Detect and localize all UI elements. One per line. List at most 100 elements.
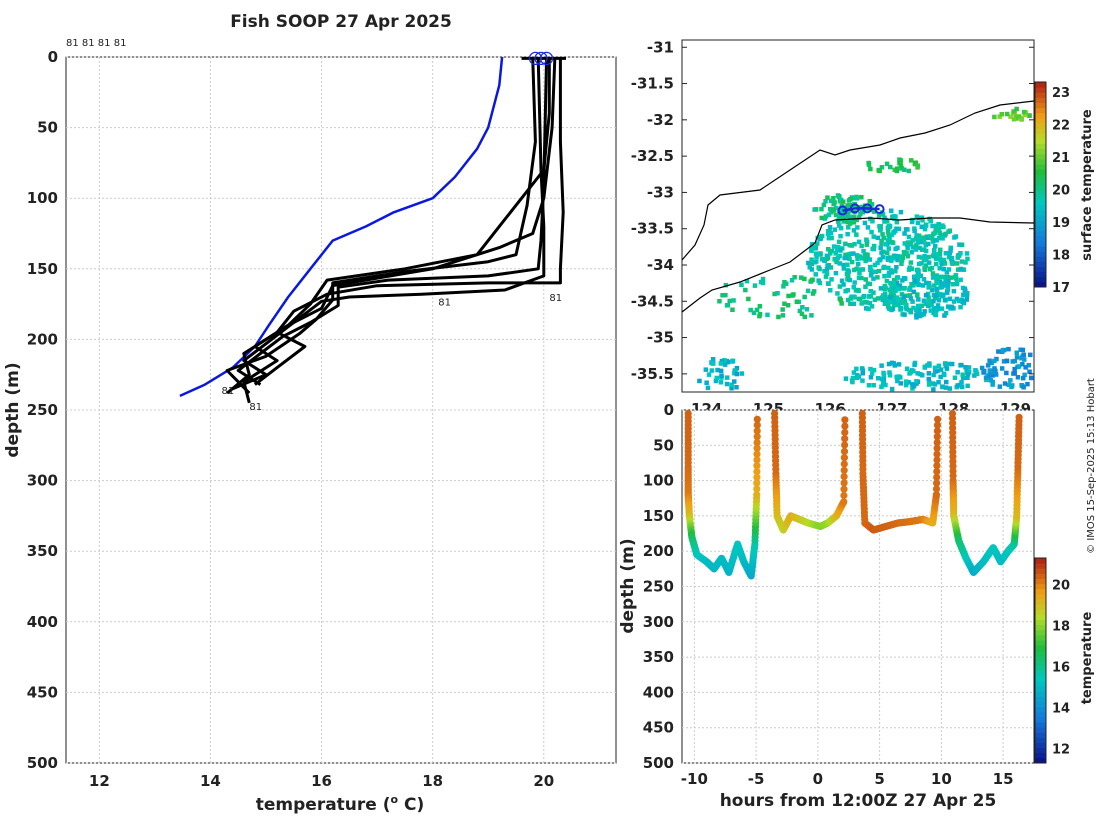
sst-pixel <box>893 246 898 252</box>
sst-pixels <box>697 106 1034 392</box>
sst-pixel <box>961 300 967 306</box>
sst-pixel <box>835 291 840 296</box>
colorbar-step <box>1035 87 1046 93</box>
sst-pixel <box>941 266 946 272</box>
sst-pixel <box>854 366 859 372</box>
section-point <box>933 433 941 441</box>
sst-pixel <box>987 368 993 373</box>
sst-pixel <box>950 282 955 287</box>
sst-pixel <box>723 282 729 288</box>
section-grid <box>682 409 1034 764</box>
sst-pixel <box>933 238 938 243</box>
profile-labels: 81 81 81 81 <box>222 293 563 413</box>
sst-pixel <box>904 302 909 308</box>
sst-pixel <box>878 257 883 262</box>
sst-pixel <box>842 255 847 261</box>
colorbar-tick-label: 14 <box>1052 702 1070 717</box>
sst-pixel <box>893 214 898 219</box>
sst-pixel <box>810 245 816 250</box>
sst-pixel <box>1022 109 1027 115</box>
sst-pixel <box>932 365 938 371</box>
sst-pixel <box>860 378 865 383</box>
sst-pixel <box>882 219 887 224</box>
sst-pixel <box>890 299 896 304</box>
y-axis-label: depth (m) <box>3 362 23 457</box>
colorbar-step <box>1035 604 1046 610</box>
colorbar-step <box>1035 757 1046 764</box>
sst-pixel <box>782 301 787 306</box>
colorbar-step <box>1035 123 1046 129</box>
section-y-tick-label: 500 <box>643 754 674 772</box>
sst-pixel <box>966 369 972 375</box>
section-point <box>934 415 942 423</box>
colorbar-step <box>1035 609 1046 615</box>
sst-pixel <box>890 292 896 298</box>
sst-pixel <box>724 358 730 364</box>
sst-pixel <box>824 271 830 277</box>
colorbar-step <box>1035 102 1046 109</box>
sst-pixel <box>743 287 748 293</box>
sst-pixel <box>840 214 845 220</box>
sst-pixel <box>813 246 818 251</box>
section-plot: -10 -5 0 5 10 1505010015020025030035040045050… <box>618 401 1095 811</box>
sst-pixel <box>859 243 864 249</box>
sst-pixel <box>879 384 884 389</box>
sst-pixel <box>810 277 815 282</box>
sst-pixel <box>911 283 916 288</box>
sst-pixel <box>920 373 925 378</box>
sst-pixel <box>845 231 850 237</box>
y-tick-label: 150 <box>27 260 58 278</box>
sst-pixel <box>909 219 915 225</box>
sst-pixel <box>965 256 970 262</box>
sst-pixel <box>938 374 943 380</box>
sst-pixel <box>934 286 939 292</box>
sst-pixel <box>1021 375 1026 381</box>
sst-pixel <box>937 251 943 256</box>
sst-pixel <box>886 265 891 271</box>
sst-pixel <box>843 241 848 247</box>
profile-label: 81 <box>249 402 262 413</box>
sst-pixel <box>965 375 970 380</box>
sst-pixel <box>954 261 960 266</box>
sst-pixel <box>812 207 817 212</box>
sst-pixel <box>723 292 728 298</box>
sst-pixel <box>921 277 927 282</box>
sst-pixel <box>890 306 896 312</box>
sst-pixel <box>974 371 980 377</box>
sst-pixel <box>904 306 909 312</box>
section-point <box>933 438 941 447</box>
sst-pixel <box>923 263 929 268</box>
sst-pixel <box>997 114 1002 119</box>
sst-pixel <box>885 255 890 261</box>
sst-pixel <box>904 250 909 255</box>
sst-pixel <box>852 241 857 247</box>
section-point <box>840 498 848 506</box>
sst-pixel <box>1008 114 1013 119</box>
y-tick-label: 250 <box>27 401 58 419</box>
sst-pixel <box>799 311 805 317</box>
sst-pixel <box>926 241 931 247</box>
colorbar-step <box>1035 737 1046 743</box>
sst-pixel <box>914 233 919 238</box>
section-y-tick-label: 150 <box>643 507 674 525</box>
sst-pixel <box>923 223 928 229</box>
sst-pixel <box>917 245 922 251</box>
colorbar-tick-label: 21 <box>1052 151 1070 166</box>
sst-pixel <box>886 246 891 251</box>
sst-pixel <box>837 209 843 214</box>
sst-pixel <box>885 238 891 243</box>
sst-pixel <box>878 245 883 250</box>
sst-pixel <box>940 236 945 241</box>
sst-pixel <box>954 296 960 302</box>
sst-pixel <box>1022 372 1027 378</box>
colorbar-step <box>1035 112 1046 119</box>
section-y-tick-label: 200 <box>643 542 674 560</box>
section-point <box>840 473 848 481</box>
sst-pixel <box>907 307 912 313</box>
sst-pixel <box>849 259 855 265</box>
sst-pixel <box>1001 359 1007 364</box>
sst-pixel <box>828 206 833 212</box>
section-point <box>753 427 761 435</box>
colorbar-step <box>1035 558 1046 564</box>
sst-pixel <box>859 207 864 212</box>
